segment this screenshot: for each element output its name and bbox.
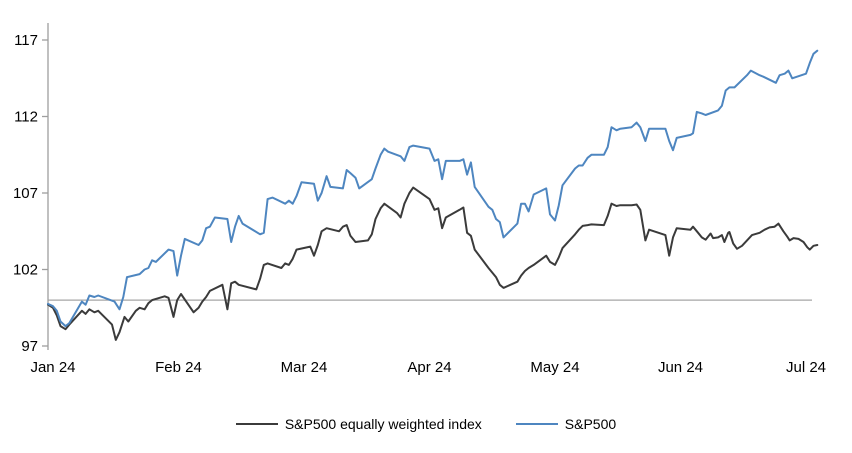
- legend: S&P500 equally weighted index S&P500: [0, 413, 852, 435]
- legend-label-equal-weight: S&P500 equally weighted index: [284, 416, 482, 432]
- y-tick-label: 97: [21, 338, 38, 355]
- legend-item-equal-weight: S&P500 equally weighted index: [235, 416, 482, 432]
- series-line-equal-weight: [47, 186, 819, 341]
- legend-item-sp500: S&P500: [515, 416, 617, 432]
- x-tick-label: Apr 24: [407, 359, 451, 376]
- y-tick-label: 117: [14, 32, 38, 49]
- y-tick-label: 107: [13, 185, 38, 202]
- x-tick-label: May 24: [530, 359, 579, 376]
- y-tick-label: 102: [13, 262, 38, 279]
- x-tick-label: Jul 24: [786, 359, 826, 376]
- y-tick-label: 112: [14, 109, 38, 126]
- equal-weight-line-swatch: [235, 423, 278, 425]
- x-tick-label: Mar 24: [281, 359, 328, 376]
- series-line-sp500: [47, 49, 819, 328]
- x-tick-label: Feb 24: [155, 359, 202, 376]
- x-tick-label: Jun 24: [658, 359, 703, 376]
- legend-label-sp500: S&P500: [564, 416, 617, 432]
- sp500-line-swatch: [515, 423, 558, 425]
- x-tick-label: Jan 24: [30, 359, 75, 376]
